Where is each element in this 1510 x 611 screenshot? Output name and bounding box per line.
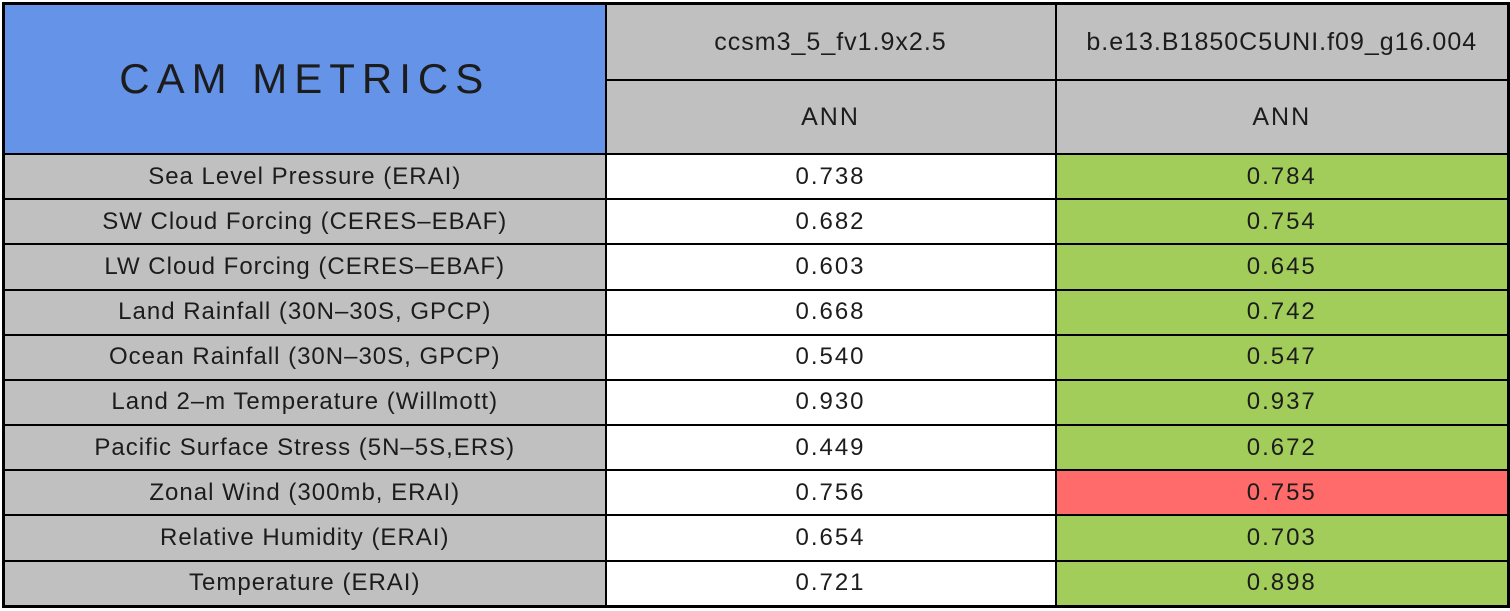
table-row: Zonal Wind (300mb, ERAI) 0.756 0.755 <box>2 469 1510 517</box>
table-title: CAM METRICS <box>2 2 607 155</box>
column-header-comparison-model: b.e13.B1850C5UNI.f09_g16.004 <box>1054 2 1510 81</box>
comparison-value: 0.937 <box>1054 378 1510 427</box>
table-row: Land 2–m Temperature (Willmott) 0.930 0.… <box>2 378 1510 427</box>
baseline-value: 0.756 <box>604 469 1057 517</box>
metric-label: Zonal Wind (300mb, ERAI) <box>2 469 607 517</box>
baseline-value: 0.603 <box>604 243 1057 291</box>
baseline-value: 0.682 <box>604 198 1057 246</box>
table-row: Land Rainfall (30N–30S, GPCP) 0.668 0.74… <box>2 288 1510 336</box>
metric-label: LW Cloud Forcing (CERES–EBAF) <box>2 243 607 291</box>
baseline-value: 0.738 <box>604 152 1057 201</box>
metric-label: Land Rainfall (30N–30S, GPCP) <box>2 288 607 336</box>
table-row: LW Cloud Forcing (CERES–EBAF) 0.603 0.64… <box>2 243 1510 291</box>
metric-label: Relative Humidity (ERAI) <box>2 514 607 562</box>
metric-label: Temperature (ERAI) <box>2 559 607 608</box>
column-header-baseline-model: ccsm3_5_fv1.9x2.5 <box>604 2 1057 81</box>
table-row: Ocean Rainfall (30N–30S, GPCP) 0.540 0.5… <box>2 333 1510 381</box>
comparison-value: 0.672 <box>1054 424 1510 472</box>
comparison-value: 0.645 <box>1054 243 1510 291</box>
baseline-value: 0.449 <box>604 424 1057 472</box>
table-row: SW Cloud Forcing (CERES–EBAF) 0.682 0.75… <box>2 198 1510 246</box>
table-row: Temperature (ERAI) 0.721 0.898 <box>2 559 1510 608</box>
table-header: CAM METRICS ccsm3_5_fv1.9x2.5 b.e13.B185… <box>2 2 1510 155</box>
header-row-seasons: ANN ANN <box>4 79 1510 155</box>
metric-label: Ocean Rainfall (30N–30S, GPCP) <box>2 333 607 381</box>
header-row-models: CAM METRICS ccsm3_5_fv1.9x2.5 b.e13.B185… <box>2 2 1510 155</box>
metric-label: Pacific Surface Stress (5N–5S,ERS) <box>2 424 607 472</box>
baseline-value: 0.654 <box>604 514 1057 562</box>
baseline-value: 0.721 <box>604 559 1057 608</box>
table-row: Pacific Surface Stress (5N–5S,ERS) 0.449… <box>2 424 1510 472</box>
metric-label: Sea Level Pressure (ERAI) <box>2 152 607 201</box>
table-body: Sea Level Pressure (ERAI) 0.738 0.784 SW… <box>2 152 1510 608</box>
metric-label: SW Cloud Forcing (CERES–EBAF) <box>2 198 607 246</box>
baseline-value: 0.930 <box>604 378 1057 427</box>
table-row: Sea Level Pressure (ERAI) 0.738 0.784 <box>2 152 1510 201</box>
baseline-value: 0.668 <box>604 288 1057 336</box>
baseline-value: 0.540 <box>604 333 1057 381</box>
metric-label: Land 2–m Temperature (Willmott) <box>2 378 607 427</box>
comparison-value: 0.703 <box>1054 514 1510 562</box>
comparison-value: 0.547 <box>1054 333 1510 381</box>
column-header-baseline-season: ANN <box>604 79 1057 155</box>
column-header-comparison-season: ANN <box>1054 79 1510 155</box>
comparison-value: 0.754 <box>1054 198 1510 246</box>
comparison-value: 0.742 <box>1054 288 1510 336</box>
comparison-value: 0.784 <box>1054 152 1510 201</box>
table-row: Relative Humidity (ERAI) 0.654 0.703 <box>2 514 1510 562</box>
comparison-value: 0.898 <box>1054 559 1510 608</box>
comparison-value: 0.755 <box>1054 469 1510 517</box>
